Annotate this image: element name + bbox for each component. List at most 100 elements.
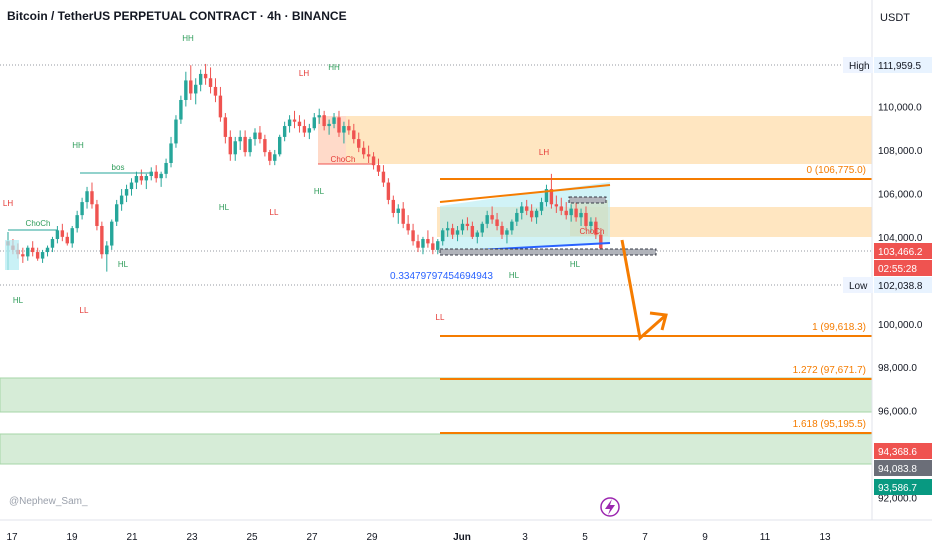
candle-body bbox=[124, 189, 129, 196]
structure-label-5: ChoCh bbox=[26, 219, 51, 228]
candle-body bbox=[139, 176, 144, 181]
candle-body bbox=[371, 156, 376, 166]
price-tag-bg-5 bbox=[874, 460, 932, 476]
candle-body bbox=[90, 191, 94, 205]
candle-body bbox=[357, 139, 361, 148]
x-tick-label-13: 13 bbox=[819, 532, 831, 543]
candle-body bbox=[258, 132, 262, 140]
candle-body bbox=[189, 80, 193, 94]
candle-body bbox=[253, 132, 257, 140]
candle-body bbox=[352, 130, 356, 140]
candle-body bbox=[228, 136, 232, 155]
price-tag-bg-6 bbox=[874, 479, 932, 495]
candle-body bbox=[213, 86, 218, 96]
structure-label-13: LL bbox=[80, 306, 89, 315]
candle-body bbox=[149, 171, 153, 177]
candle-body bbox=[70, 228, 74, 244]
price-tag-name-bg-3 bbox=[843, 277, 873, 293]
slope-annotation: 0.33479797454694943 bbox=[390, 271, 493, 282]
demand-zone-lower bbox=[0, 433, 873, 465]
candle-body bbox=[485, 215, 489, 224]
x-tick-label-8: 3 bbox=[522, 532, 528, 543]
candle-body bbox=[599, 234, 603, 249]
candle-body bbox=[445, 228, 450, 231]
x-tick-label-10: 7 bbox=[642, 532, 648, 543]
projection-arrow bbox=[620, 239, 667, 341]
x-tick-label-7: Jun bbox=[453, 532, 471, 543]
candle-body bbox=[455, 230, 460, 235]
candle-body bbox=[510, 221, 514, 231]
candle-body bbox=[505, 230, 509, 235]
demand-zone-upper bbox=[0, 377, 873, 413]
chart-title: Bitcoin / TetherUS PERPETUAL CONTRACT · … bbox=[7, 9, 347, 23]
price-tag-5: 94,083.8 bbox=[878, 464, 917, 475]
candle-body bbox=[515, 212, 519, 222]
candle-body bbox=[589, 221, 593, 226]
candle-body bbox=[574, 208, 578, 218]
price-tag-bg-0 bbox=[874, 57, 932, 73]
candle-body bbox=[441, 230, 445, 242]
candle-body bbox=[233, 141, 237, 155]
structure-label-6: ChoCh bbox=[331, 155, 356, 164]
candle-body bbox=[21, 254, 25, 257]
candle-body bbox=[431, 243, 435, 250]
currency-label[interactable]: USDT bbox=[880, 12, 910, 24]
candle-body bbox=[55, 230, 60, 240]
structure-label-15: LL bbox=[436, 313, 445, 322]
candle-body bbox=[396, 208, 400, 213]
x-tick-label-6: 29 bbox=[366, 532, 378, 543]
candle-body bbox=[381, 171, 386, 183]
candle-body bbox=[426, 239, 430, 244]
candle-body bbox=[302, 126, 307, 133]
price-tag-4: 94,368.6 bbox=[878, 447, 917, 458]
structure-label-12: LH bbox=[3, 199, 13, 208]
x-tick-label-11: 9 bbox=[702, 532, 708, 543]
candle-body bbox=[500, 225, 504, 235]
price-tag-3: 102,038.8 bbox=[878, 281, 923, 292]
structure-label-4: bos bbox=[112, 163, 125, 172]
candle-body bbox=[218, 95, 223, 118]
candle-body bbox=[129, 182, 134, 190]
x-tick-label-3: 23 bbox=[186, 532, 198, 543]
y-tick-label-7: 92,000.0 bbox=[878, 494, 917, 505]
structure-label-11: HL bbox=[118, 260, 129, 269]
candle-body bbox=[40, 252, 45, 259]
price-tag-2: 02:55:28 bbox=[878, 264, 917, 275]
candle-body bbox=[243, 136, 247, 153]
candle-body bbox=[416, 241, 420, 248]
candle-body bbox=[297, 121, 302, 127]
structure-label-3: HH bbox=[72, 141, 84, 150]
candle-body bbox=[317, 115, 321, 118]
price-tag-bg-1 bbox=[874, 243, 932, 259]
x-tick-label-0: 17 bbox=[6, 532, 18, 543]
fib-label-1: 1 (99,618.3) bbox=[812, 322, 866, 333]
candle-body bbox=[179, 99, 183, 120]
x-tick-label-5: 27 bbox=[306, 532, 318, 543]
candle-body bbox=[376, 165, 381, 172]
x-tick-label-9: 5 bbox=[582, 532, 588, 543]
y-tick-label-2: 106,000.0 bbox=[878, 189, 923, 200]
y-tick-label-3: 104,000.0 bbox=[878, 233, 923, 244]
price-tag-bg-4 bbox=[874, 443, 932, 459]
candle-body bbox=[386, 182, 391, 200]
left-box bbox=[5, 240, 19, 270]
candle-body bbox=[361, 147, 366, 155]
structure-label-10: HL bbox=[219, 203, 230, 212]
candle-body bbox=[490, 215, 494, 220]
candle-body bbox=[549, 189, 554, 205]
candle-body bbox=[203, 73, 208, 79]
structure-label-2: HH bbox=[328, 63, 340, 72]
candle-body bbox=[421, 239, 425, 248]
fib-label-3: 1.618 (95,195.5) bbox=[793, 419, 866, 430]
candle-body bbox=[342, 126, 346, 133]
candle-body bbox=[282, 126, 287, 137]
candle-body bbox=[50, 239, 55, 248]
candle-body bbox=[347, 126, 351, 131]
y-tick-label-0: 110,000.0 bbox=[878, 103, 922, 114]
y-tick-label-4: 100,000.0 bbox=[878, 320, 923, 331]
candle-body bbox=[263, 139, 267, 153]
candle-body bbox=[105, 245, 109, 255]
y-tick-label-1: 108,000.0 bbox=[878, 146, 923, 157]
arrow-head bbox=[649, 311, 668, 331]
